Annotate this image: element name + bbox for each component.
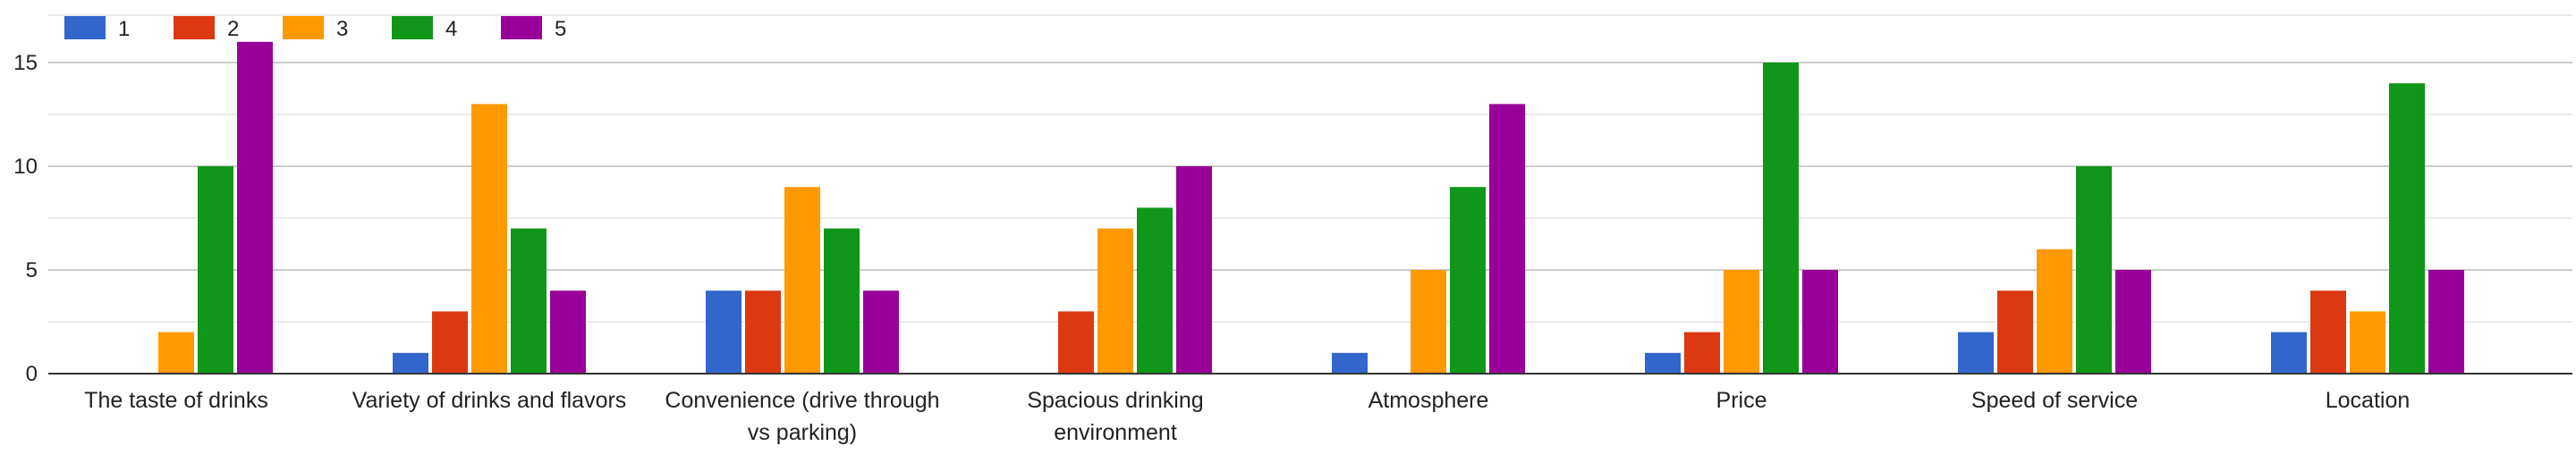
legend-swatch-4 <box>392 16 433 39</box>
bar-2-cat-7 <box>1997 290 2033 374</box>
bar-3-cat-1 <box>158 332 194 374</box>
x-category-label: Atmosphere <box>1368 388 1489 413</box>
bar-5-cat-6 <box>1802 270 1838 374</box>
bar-2-cat-2 <box>432 311 468 374</box>
legend-label-4: 4 <box>445 17 457 41</box>
bar-5-cat-8 <box>2428 270 2464 374</box>
y-tick-label: 5 <box>26 258 38 282</box>
bar-1-cat-7 <box>1958 332 1994 374</box>
bar-5-cat-7 <box>2115 270 2151 374</box>
x-category-label: Location <box>2326 388 2411 413</box>
bar-4-cat-6 <box>1763 63 1799 374</box>
x-category-label: Price <box>1716 388 1767 413</box>
bar-4-cat-7 <box>2076 166 2112 374</box>
legend-label-3: 3 <box>336 17 348 41</box>
bar-4-cat-5 <box>1450 187 1486 374</box>
y-tick-label: 10 <box>13 155 38 179</box>
legend-swatch-5 <box>501 16 542 39</box>
bar-2-cat-8 <box>2310 290 2346 374</box>
x-category-label: Speed of service <box>1971 388 2138 413</box>
legend-swatch-3 <box>283 16 324 39</box>
bar-1-cat-8 <box>2271 332 2307 374</box>
bar-1-cat-6 <box>1645 352 1681 374</box>
bar-2-cat-3 <box>745 290 781 374</box>
legend-label-2: 2 <box>227 17 239 41</box>
bar-4-cat-1 <box>198 166 233 374</box>
bar-1-cat-2 <box>393 352 428 374</box>
bar-3-cat-2 <box>471 104 507 375</box>
y-tick-label: 0 <box>26 362 38 386</box>
legend-swatch-1 <box>64 16 106 39</box>
y-tick-label: 15 <box>13 51 38 75</box>
bar-5-cat-1 <box>237 41 273 375</box>
x-category-label: Variety of drinks and flavors <box>352 388 627 413</box>
bar-3-cat-4 <box>1097 228 1133 374</box>
bars <box>158 41 2464 375</box>
axes: 0 5 10 15 The taste of drinks Variety of drin… <box>13 51 2572 445</box>
gridlines <box>48 14 2572 323</box>
bar-5-cat-4 <box>1176 166 1212 374</box>
legend-swatch-2 <box>174 16 215 39</box>
x-category-label: Convenience (drive through vs parking) <box>665 388 939 445</box>
bar-5-cat-3 <box>863 290 899 374</box>
bar-3-cat-5 <box>1411 270 1446 374</box>
legend-label-5: 5 <box>555 17 566 41</box>
bar-2-cat-4 <box>1058 311 1094 374</box>
x-category-label: The taste of drinks <box>84 388 268 413</box>
bar-4-cat-3 <box>824 228 860 374</box>
legend: 1 2 3 4 5 <box>64 16 566 41</box>
bar-1-cat-5 <box>1332 352 1368 374</box>
bar-4-cat-4 <box>1137 207 1173 374</box>
legend-label-1: 1 <box>118 17 130 41</box>
bar-3-cat-6 <box>1724 270 1759 374</box>
bar-5-cat-2 <box>550 290 586 374</box>
bar-1-cat-3 <box>706 290 741 374</box>
bar-3-cat-7 <box>2037 248 2072 374</box>
bar-5-cat-5 <box>1489 104 1525 375</box>
bar-3-cat-3 <box>784 187 820 374</box>
x-category-label: Spacious drinking environment <box>1027 388 1203 445</box>
bar-4-cat-2 <box>511 228 547 374</box>
bar-3-cat-8 <box>2350 311 2385 374</box>
bar-4-cat-8 <box>2389 83 2425 374</box>
bar-2-cat-6 <box>1684 332 1720 374</box>
